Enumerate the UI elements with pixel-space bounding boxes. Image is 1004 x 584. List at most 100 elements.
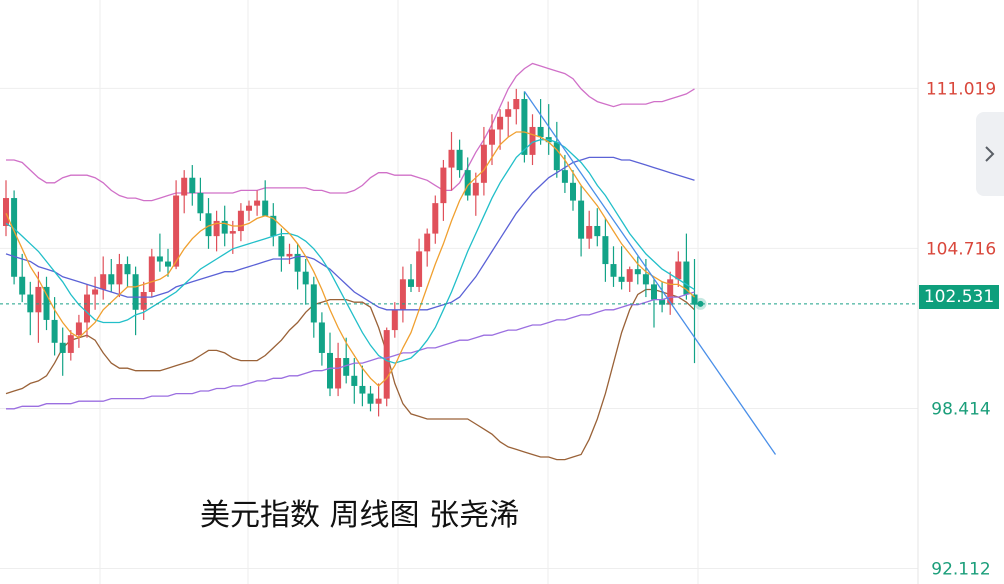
candle — [618, 246, 625, 290]
candle — [359, 365, 366, 407]
candle-body — [148, 256, 155, 292]
candle-body — [675, 261, 682, 280]
candle — [75, 314, 82, 348]
candle-body — [529, 126, 536, 155]
candle — [92, 276, 99, 310]
candle — [270, 203, 277, 247]
candle — [335, 342, 342, 397]
candle — [691, 258, 698, 364]
candle-body — [262, 200, 269, 216]
candle — [35, 271, 42, 343]
candle-body — [602, 236, 609, 265]
candle-body — [75, 322, 82, 336]
candle-body — [51, 319, 58, 343]
bollinger-bands — [5, 62, 695, 461]
price-axis-label: 92.112 — [931, 559, 990, 579]
candle — [529, 114, 536, 166]
candle-body — [205, 213, 212, 237]
candle-body — [480, 144, 487, 183]
candle-body — [610, 264, 617, 277]
candle — [464, 157, 471, 201]
candle — [246, 200, 252, 221]
candle — [659, 281, 666, 313]
candle-body — [667, 279, 674, 305]
candle — [424, 228, 431, 267]
candle-body — [286, 253, 293, 257]
candle-body — [11, 198, 18, 277]
candle-body — [383, 330, 390, 399]
candle — [124, 256, 131, 287]
candle-body — [399, 279, 406, 310]
candle-body — [92, 289, 99, 295]
candle-body — [197, 192, 204, 214]
candle — [3, 180, 9, 237]
candle-body — [335, 358, 342, 389]
candle — [27, 281, 34, 336]
candle-body — [456, 149, 463, 171]
candle-body — [416, 251, 423, 287]
candle — [408, 264, 414, 292]
candle-body — [497, 116, 504, 130]
candle-body — [100, 274, 107, 290]
price-axis-label: 98.414 — [931, 399, 990, 419]
candle — [456, 139, 463, 178]
candle-body — [156, 256, 163, 262]
bollinger-upper-line — [6, 62, 695, 202]
candle-body — [343, 358, 350, 376]
candle-body — [213, 220, 220, 237]
candle-body — [424, 233, 431, 252]
candle — [108, 258, 115, 292]
price-axis: 111.019 104.716 98.414 92.112 — [926, 79, 996, 579]
candle-body — [464, 170, 471, 196]
candle-body — [43, 286, 50, 320]
candle-body — [278, 236, 285, 257]
candle-body — [19, 276, 26, 295]
candle — [610, 246, 617, 287]
candle-body — [84, 294, 90, 323]
candle-body — [108, 274, 115, 285]
candle — [351, 358, 358, 404]
chevron-right-icon[interactable] — [976, 112, 1004, 196]
candle-body — [432, 203, 439, 234]
candle-body — [367, 393, 374, 404]
side-expand-tab[interactable] — [976, 112, 1004, 196]
candle — [173, 180, 180, 270]
candle — [140, 281, 147, 320]
candle — [416, 238, 423, 292]
trendline — [523, 91, 777, 455]
candle-body — [651, 284, 657, 300]
candle — [11, 190, 18, 285]
candle — [43, 276, 50, 331]
candle — [327, 332, 333, 397]
candle-body — [472, 182, 479, 196]
candle-body — [132, 274, 139, 310]
candle-body — [594, 225, 601, 237]
candle-body — [408, 279, 414, 287]
candle-body — [67, 335, 74, 353]
candle — [375, 383, 382, 417]
candle — [286, 243, 293, 265]
candle-body — [626, 269, 633, 282]
candle-body — [618, 276, 625, 282]
candle — [642, 258, 649, 298]
candle — [67, 330, 74, 361]
candle-body — [578, 200, 585, 239]
candle-body — [513, 99, 520, 110]
candle — [448, 132, 455, 191]
candle — [189, 165, 196, 206]
candle — [440, 159, 447, 221]
candle-body — [351, 375, 358, 386]
candle-body — [124, 264, 131, 275]
candle-body — [270, 215, 277, 237]
candle — [683, 233, 690, 300]
candle — [399, 266, 406, 323]
candle — [181, 170, 188, 214]
candle — [586, 210, 593, 249]
candle — [626, 266, 633, 292]
candle-body — [181, 177, 188, 196]
candle — [148, 248, 155, 298]
candle-body — [691, 294, 698, 305]
candle — [156, 233, 163, 272]
candle — [165, 248, 171, 277]
